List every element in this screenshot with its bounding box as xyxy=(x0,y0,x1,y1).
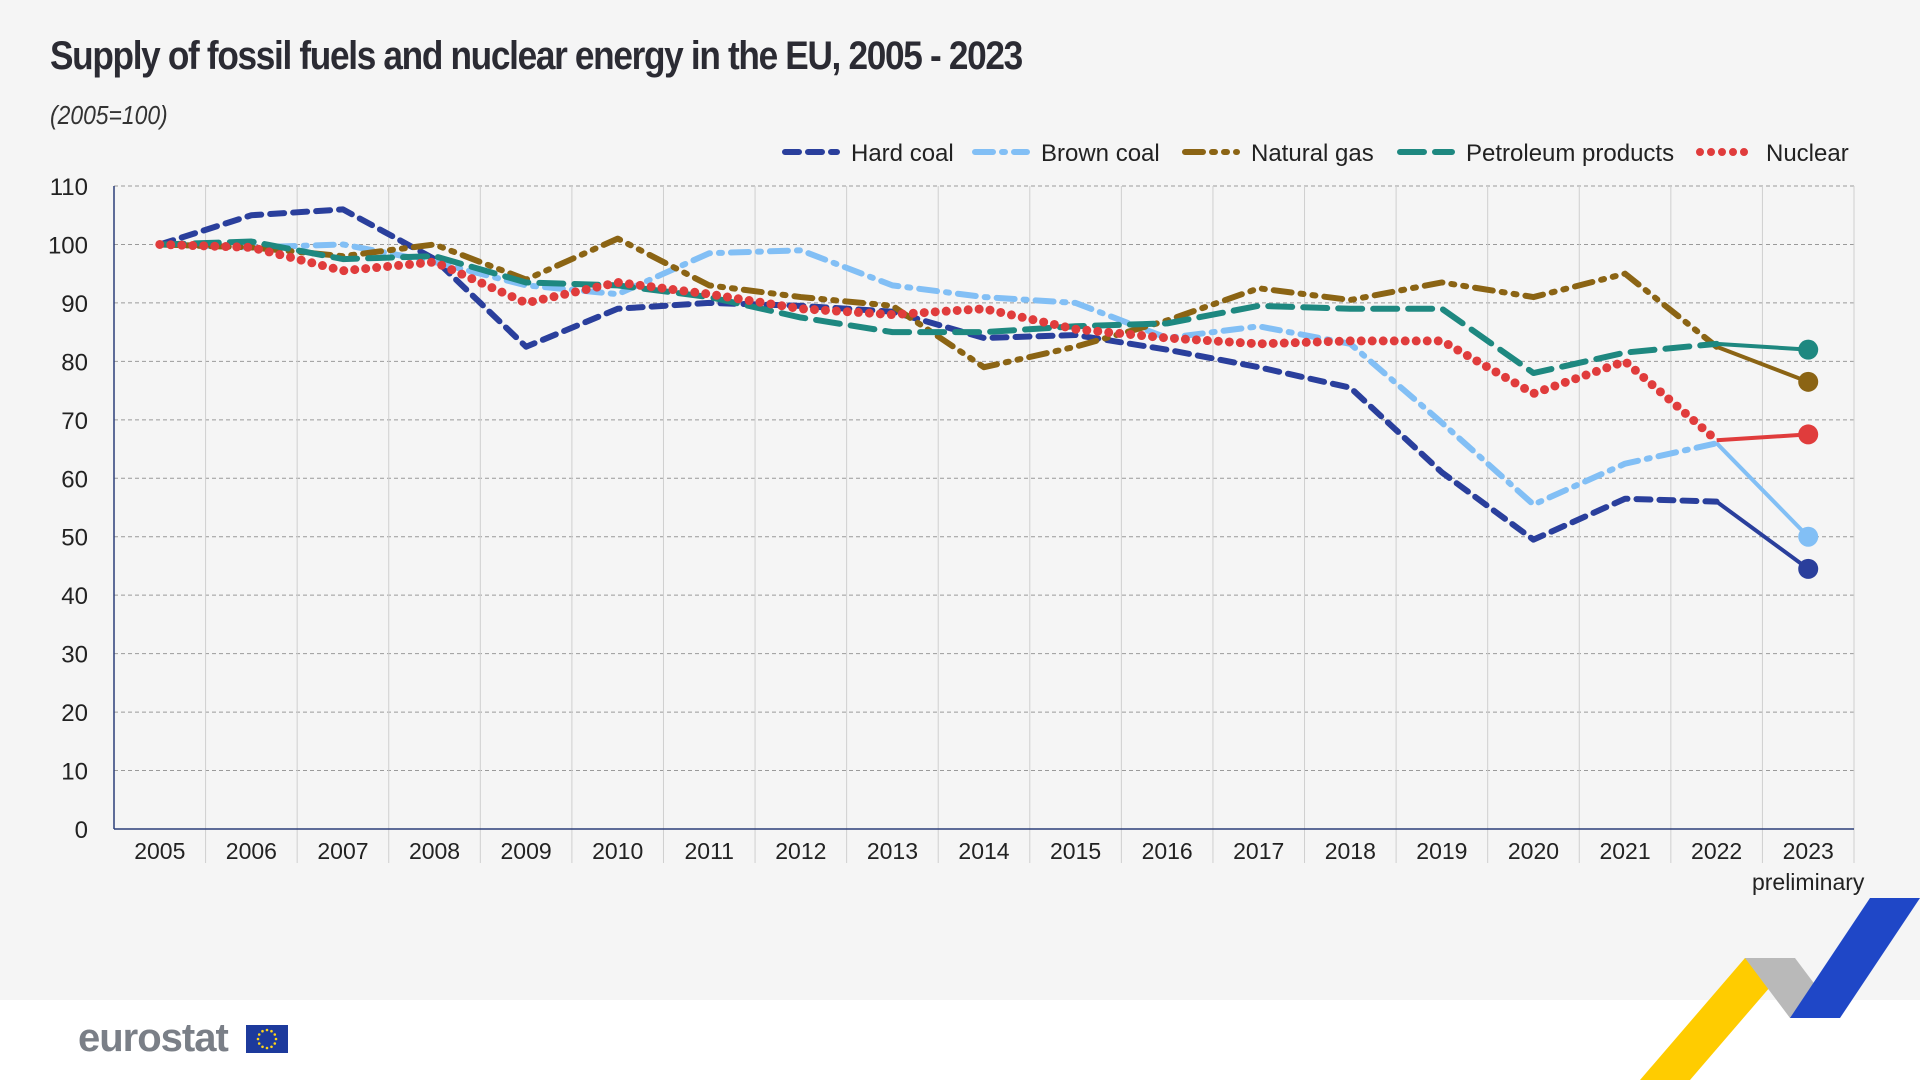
x-tick-label: 2008 xyxy=(409,838,460,864)
data-point-marker xyxy=(1798,371,1819,392)
data-point-marker xyxy=(1798,558,1819,579)
y-tick-label: 80 xyxy=(61,349,88,376)
x-tick-label: 2006 xyxy=(226,838,277,864)
series-line-natural-gas xyxy=(156,235,1720,371)
eurostat-logo: eurostat xyxy=(78,1016,229,1060)
y-tick-label: 70 xyxy=(61,408,88,435)
series-line-nuclear xyxy=(155,239,1722,445)
eu-flag-icon xyxy=(246,1025,288,1053)
x-tick-label: 2023 xyxy=(1783,838,1834,864)
series-preliminary-segment xyxy=(1715,344,1809,384)
x-tick-label: 2022 xyxy=(1691,838,1742,864)
y-tick-label: 0 xyxy=(75,817,88,844)
chart-title: Supply of fossil fuels and nuclear energ… xyxy=(50,34,1023,78)
x-tick-label: 2014 xyxy=(958,838,1009,864)
y-tick-label: 20 xyxy=(61,700,88,727)
y-tick-label: 40 xyxy=(61,583,88,610)
y-tick-label: 90 xyxy=(61,291,88,318)
x-tick-label: 2009 xyxy=(501,838,552,864)
footer xyxy=(0,1000,1920,1080)
data-point-marker xyxy=(1798,526,1819,547)
x-tick-label: 2005 xyxy=(134,838,185,864)
legend-label: Hard coal xyxy=(851,140,954,167)
x-tick-label: 2021 xyxy=(1599,838,1650,864)
line-chart: 0 10 20 30 40 50 60 70 80 90 100 110 2005 2006 2007 200… xyxy=(48,140,1865,895)
series-preliminary-segment xyxy=(1716,432,1809,443)
y-tick-label: 30 xyxy=(61,642,88,669)
series-line-petroleum-products xyxy=(156,238,1720,377)
x-tick-label: 2013 xyxy=(867,838,918,864)
x-tick-label: 2016 xyxy=(1142,838,1193,864)
blue-stripe xyxy=(1790,898,1920,1018)
y-tick-label: 50 xyxy=(61,525,88,552)
x-tick-label: 2017 xyxy=(1233,838,1284,864)
legend-label: Nuclear xyxy=(1766,140,1849,167)
y-tick-label: 10 xyxy=(61,759,88,786)
x-tick-label: 2010 xyxy=(592,838,643,864)
data-point-marker xyxy=(1798,424,1819,445)
legend-label: Brown coal xyxy=(1041,140,1160,167)
x-tick-label: 2020 xyxy=(1508,838,1559,864)
series-preliminary-segment xyxy=(1715,441,1810,539)
legend-label: Petroleum products xyxy=(1466,140,1674,167)
x-tick-label: 2012 xyxy=(775,838,826,864)
y-tick-label: 60 xyxy=(61,466,88,493)
x-tick-label: 2007 xyxy=(317,838,368,864)
series-preliminary-segment xyxy=(1716,341,1809,352)
chart-subtitle: (2005=100) xyxy=(50,100,168,130)
x-tick-note: preliminary xyxy=(1752,869,1865,895)
yellow-stripe xyxy=(1640,958,1795,1080)
legend-label: Natural gas xyxy=(1251,140,1374,167)
data-point-marker xyxy=(1798,339,1819,360)
y-tick-label: 110 xyxy=(50,174,88,201)
series-preliminary-segment xyxy=(1715,500,1810,571)
x-tick-label: 2015 xyxy=(1050,838,1101,864)
x-tick-label: 2018 xyxy=(1325,838,1376,864)
x-tick-label: 2011 xyxy=(685,838,734,864)
x-tick-label: 2019 xyxy=(1416,838,1467,864)
series-line-hard-coal xyxy=(156,206,1720,543)
y-tick-label: 100 xyxy=(48,232,88,259)
